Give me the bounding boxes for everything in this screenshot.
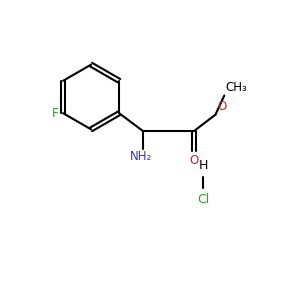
Text: O: O <box>190 154 199 167</box>
Text: Cl: Cl <box>197 193 209 206</box>
Text: H: H <box>198 159 208 172</box>
Text: O: O <box>217 100 226 113</box>
Text: NH₂: NH₂ <box>130 150 152 163</box>
Text: CH₃: CH₃ <box>226 81 247 94</box>
Text: F: F <box>52 107 59 120</box>
